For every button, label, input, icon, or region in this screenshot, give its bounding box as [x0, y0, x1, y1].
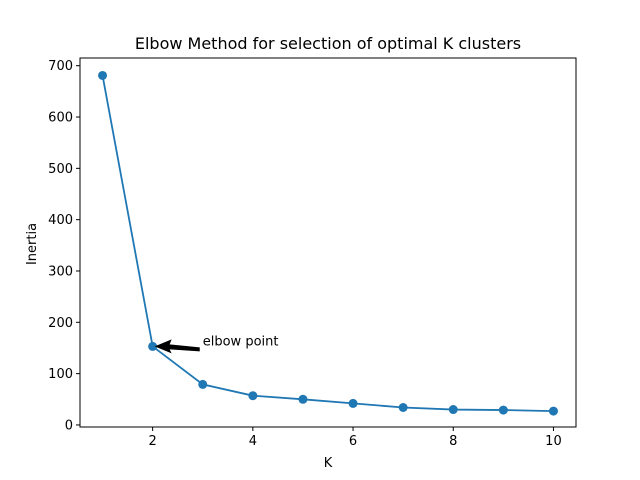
data-point-marker — [548, 406, 558, 416]
x-tick-label: 8 — [449, 434, 457, 449]
data-point-marker — [248, 391, 258, 401]
x-axis-label: K — [324, 456, 333, 471]
y-tick-label: 400 — [48, 213, 73, 228]
series-layer — [98, 70, 558, 416]
y-axis-ticks: 0 100 200 300 400 500 600 700 — [48, 59, 80, 433]
y-axis-label: Inertia — [25, 223, 40, 265]
elbow-point-arrow — [154, 339, 200, 354]
data-point-marker — [98, 70, 108, 80]
x-tick-label: 2 — [149, 434, 157, 449]
data-point-marker — [448, 405, 458, 415]
x-axis-ticks: 2 4 6 8 10 — [149, 427, 562, 449]
x-tick-label: 4 — [249, 434, 257, 449]
chart-title: Elbow Method for selection of optimal K … — [135, 34, 521, 53]
data-point-marker — [398, 402, 408, 412]
x-tick-label: 6 — [349, 434, 357, 449]
y-tick-label: 200 — [48, 316, 73, 331]
y-tick-label: 600 — [48, 111, 73, 126]
data-point-marker — [198, 379, 208, 389]
y-tick-label: 700 — [48, 59, 73, 74]
x-tick-label: 10 — [545, 434, 562, 449]
y-tick-label: 0 — [65, 418, 73, 433]
data-point-marker — [148, 341, 158, 351]
y-tick-label: 500 — [48, 162, 73, 177]
annotation-layer: elbow point — [154, 334, 279, 354]
y-tick-label: 100 — [48, 367, 73, 382]
plot-area-frame — [79, 57, 577, 428]
series-line — [101, 75, 554, 412]
data-point-marker — [348, 398, 358, 408]
data-point-marker — [498, 405, 508, 415]
data-point-marker — [298, 394, 308, 404]
y-tick-label: 300 — [48, 264, 73, 279]
elbow-point-annotation-label: elbow point — [203, 334, 279, 349]
